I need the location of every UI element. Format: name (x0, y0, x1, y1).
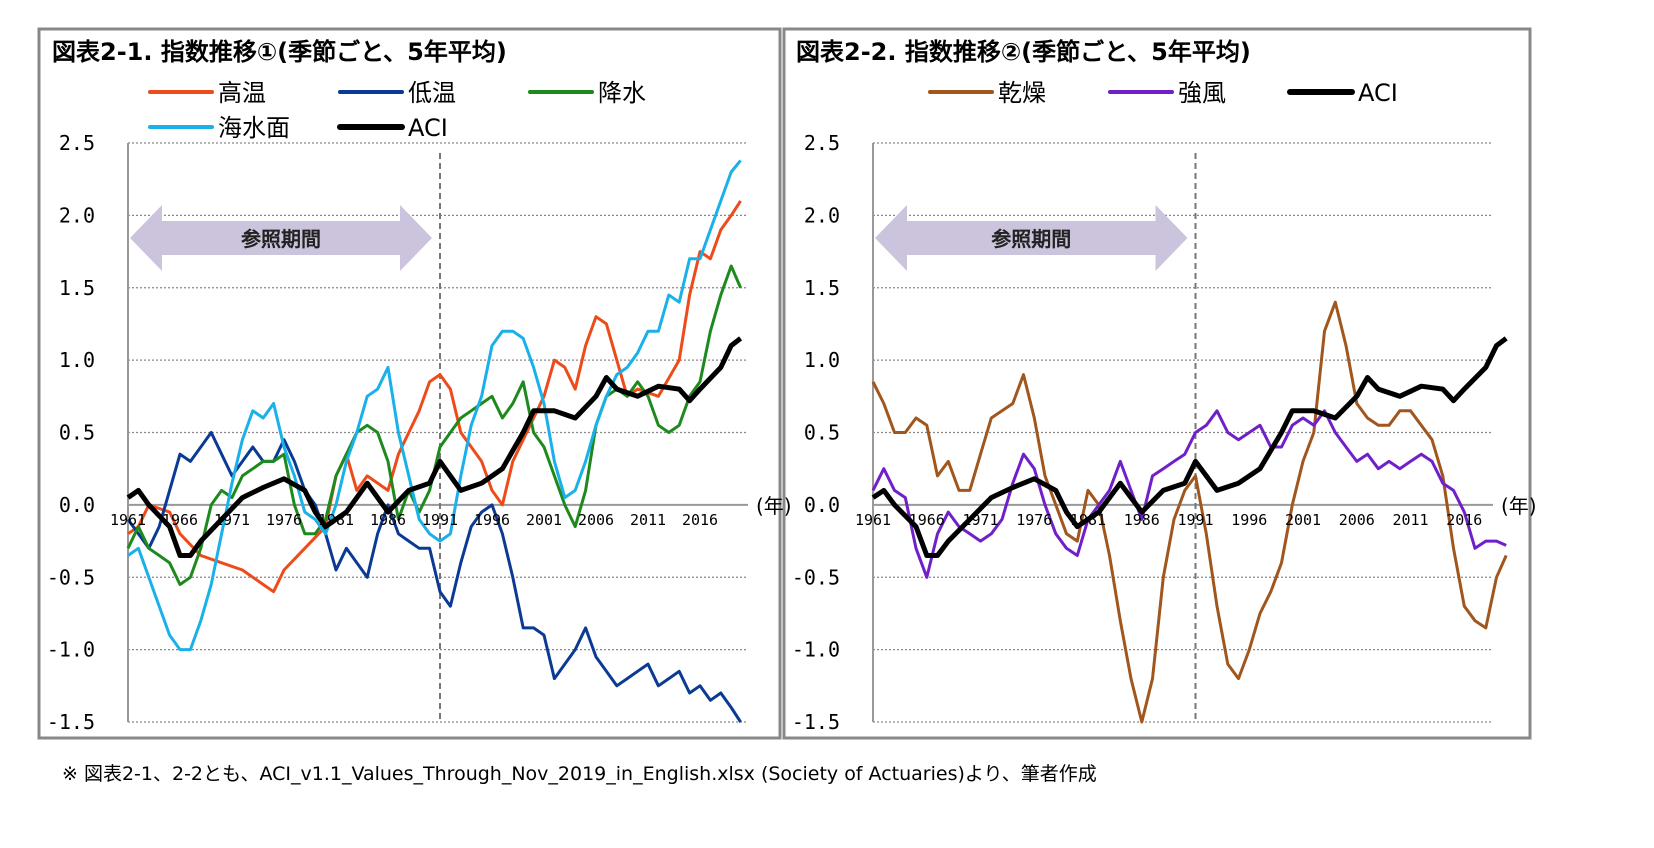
y-tick-label: 2.5 (59, 131, 95, 155)
chart-title-left: 図表2-1. 指数推移①(季節ごと、5年平均) (52, 38, 507, 66)
series-line-強風 (871, 409, 1507, 579)
x-tick-label: 2001 (526, 511, 562, 529)
legend-label: 乾燥 (998, 79, 1046, 107)
x-tick-label: 1996 (1231, 511, 1267, 529)
x-tick-label: 1971 (962, 511, 998, 529)
x-tick-label: 1986 (370, 511, 406, 529)
series-line-乾燥 (871, 300, 1508, 724)
y-tick-label: 1.0 (804, 348, 840, 372)
panel-left-border (37, 27, 782, 740)
legend-label: 降水 (598, 79, 646, 107)
legend-label: 低温 (408, 79, 456, 107)
x-tick-label: 1981 (318, 511, 354, 529)
legend-label: 海水面 (218, 114, 290, 142)
x-tick-label: 2006 (1339, 511, 1375, 529)
y-tick-label: 1.5 (804, 276, 840, 300)
x-tick-label: 2011 (630, 511, 666, 529)
series-line-海水面 (127, 159, 742, 652)
panel-right-border (782, 27, 1532, 740)
x-unit-label: (年) (1501, 494, 1537, 518)
x-tick-label: 1986 (1124, 511, 1160, 529)
reference-period-label: 参照期間 (991, 227, 1071, 251)
x-tick-label: 1976 (1016, 511, 1052, 529)
legend-label: 高温 (218, 79, 266, 107)
series-line-低温 (126, 431, 742, 723)
reference-period-arrow (875, 205, 1188, 271)
y-tick-label: -1.5 (792, 710, 840, 734)
y-tick-label: 1.5 (59, 276, 95, 300)
footnote: ※ 図表2-1、2-2とも、ACI_v1.1_Values_Through_No… (62, 763, 1097, 785)
reference-period-label: 参照期間 (241, 227, 321, 251)
series-line-高温 (127, 200, 742, 594)
x-tick-label: 1961 (855, 511, 891, 529)
y-tick-label: 2.0 (804, 203, 840, 227)
y-tick-label: -1.0 (47, 638, 95, 662)
y-tick-label: 0.0 (804, 493, 840, 517)
y-tick-label: 0.0 (59, 493, 95, 517)
y-tick-label: -1.5 (47, 710, 95, 734)
y-tick-label: -0.5 (47, 565, 95, 589)
reference-period-arrow (130, 205, 432, 271)
x-tick-label: 1976 (266, 511, 302, 529)
x-tick-label: 1961 (110, 511, 146, 529)
x-tick-label: 1981 (1070, 511, 1106, 529)
x-tick-label: 1966 (162, 511, 198, 529)
y-tick-label: 2.5 (804, 131, 840, 155)
y-tick-label: 2.0 (59, 203, 95, 227)
x-tick-label: 1991 (422, 511, 458, 529)
series-line-ACI (126, 336, 743, 558)
y-tick-label: 0.5 (804, 421, 840, 445)
y-tick-label: -0.5 (792, 565, 840, 589)
x-unit-label: (年) (756, 494, 792, 518)
x-tick-label: 1971 (214, 511, 250, 529)
y-tick-label: 1.0 (59, 348, 95, 372)
x-tick-label: 2011 (1392, 511, 1428, 529)
x-tick-label: 1996 (474, 511, 510, 529)
x-tick-label: 1991 (1177, 511, 1213, 529)
series-line-ACI (871, 336, 1508, 558)
y-tick-label: -1.0 (792, 638, 840, 662)
legend-label: 強風 (1178, 79, 1226, 107)
chart-title-right: 図表2-2. 指数推移②(季節ごと、5年平均) (796, 38, 1251, 66)
x-tick-label: 2016 (1446, 511, 1482, 529)
x-tick-label: 1966 (909, 511, 945, 529)
x-tick-label: 2016 (682, 511, 718, 529)
y-tick-label: 0.5 (59, 421, 95, 445)
legend-label: ACI (408, 114, 448, 142)
x-tick-label: 2006 (578, 511, 614, 529)
x-tick-label: 2001 (1285, 511, 1321, 529)
legend-label: ACI (1358, 79, 1398, 107)
